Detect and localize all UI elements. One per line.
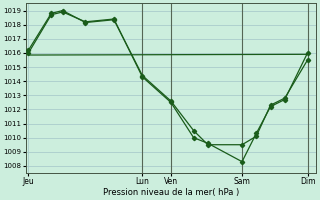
X-axis label: Pression niveau de la mer( hPa ): Pression niveau de la mer( hPa ) <box>103 188 239 197</box>
